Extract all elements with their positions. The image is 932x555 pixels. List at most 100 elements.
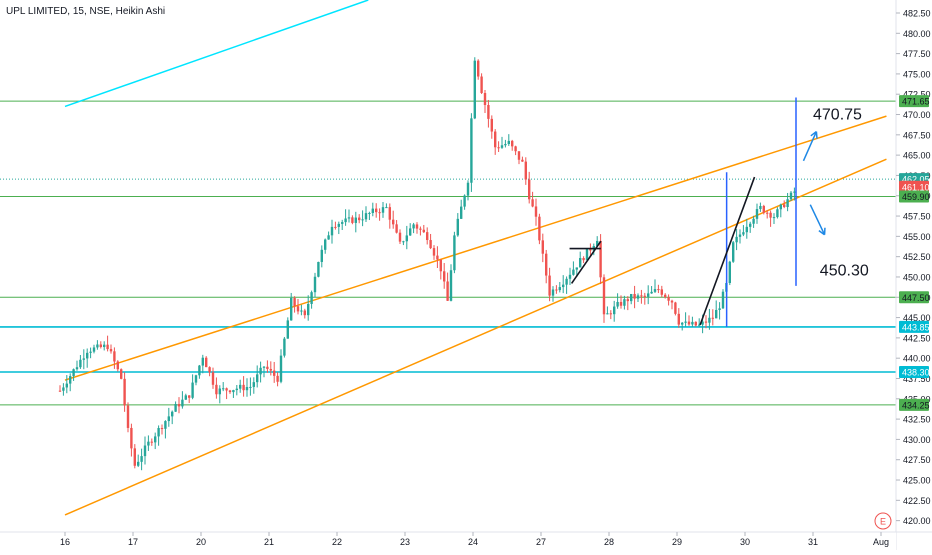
candle-body [287,320,289,338]
candle-body [484,93,486,105]
candle-body [283,339,285,356]
x-tick-label: 21 [264,537,274,547]
candle-body [276,376,278,382]
candle-body [270,369,272,371]
candle-body [79,360,81,367]
candle-body [110,349,112,351]
candle-body [487,105,489,119]
candle-body [708,318,710,323]
candle-body [450,270,452,301]
candle-body [769,213,771,218]
y-axis: 420.00422.50425.00427.50430.00432.50435.… [896,0,932,550]
candle-body [385,207,387,208]
candle-body [222,388,224,389]
y-tick-label: 420.00 [903,516,931,526]
candle-body [236,389,238,390]
candle-body [164,421,166,429]
x-tick-label: Aug [873,537,889,547]
candle-body [695,322,697,326]
candle-body [514,146,516,151]
candle-body [650,292,652,294]
candle-body [763,206,765,213]
candle-body [644,296,646,297]
candle-body [497,147,499,148]
candle-body [790,193,792,200]
candle-body [304,311,306,316]
candle-body [178,404,180,406]
candle-body [59,391,61,392]
candle-body [157,428,159,436]
candle-body [293,298,295,306]
candle-body [756,209,758,219]
candle-body [86,353,88,359]
candle-body [208,367,210,372]
y-tick-label: 440.00 [903,354,931,364]
y-tick-label: 450.00 [903,272,931,282]
candle-body [518,151,520,160]
candle-body [630,294,632,301]
candle-body [266,367,268,369]
y-tick-label: 482.50 [903,8,931,18]
candle-body [69,376,71,384]
candle-body [555,290,557,291]
candle-body [130,428,132,448]
candle-body [229,390,231,392]
candle-body [440,259,442,271]
candle-body [113,351,115,361]
candle-body [317,262,319,277]
candle-body [106,345,108,349]
x-tick-label: 31 [808,537,818,547]
candle-body [198,366,200,376]
candle-body [191,383,193,398]
candle-body [83,358,85,359]
candle-body [140,456,142,462]
candle-body [565,279,567,285]
chart-title: UPL LIMITED, 15, NSE, Heikin Ashi [6,6,165,17]
y-tick-label: 432.50 [903,415,931,425]
candle-body [786,199,788,207]
candle-body [137,462,139,466]
candle-body [338,224,340,227]
candle-body [569,275,571,279]
x-tick-label: 24 [468,537,478,547]
candle-body [174,404,176,412]
candle-body [202,358,204,366]
candle-body [103,345,105,347]
candle-body [419,229,421,230]
candle-body [412,224,414,228]
candle-body [443,271,445,281]
candle-body [467,183,469,196]
candle-body [239,385,241,389]
candle-body [657,289,659,290]
candle-body [93,347,95,351]
candle-body [89,352,91,353]
candle-body [188,395,190,397]
candle-body [511,141,513,146]
candle-body [134,448,136,465]
candle-body [246,387,248,390]
candle-body [477,61,479,77]
candle-body [776,209,778,217]
candle-body [395,224,397,232]
candle-body [552,290,554,296]
candle-body [752,219,754,224]
candle-body [542,240,544,253]
candle-body [504,144,506,145]
y-tick-label: 480.00 [903,29,931,39]
candle-body [715,310,717,318]
candle-body [212,372,214,384]
candle-body [429,240,431,248]
candle-body [688,322,690,325]
candle-body [640,295,642,296]
candle-body [358,218,360,221]
candle-body [783,204,785,207]
candle-body [647,293,649,296]
candle-body [219,389,221,395]
candle-body [409,228,411,235]
candle-body [361,219,363,220]
candle-body [674,303,676,314]
candle-body [436,256,438,260]
watermark-label: E [880,517,886,527]
candle-body [127,406,129,428]
